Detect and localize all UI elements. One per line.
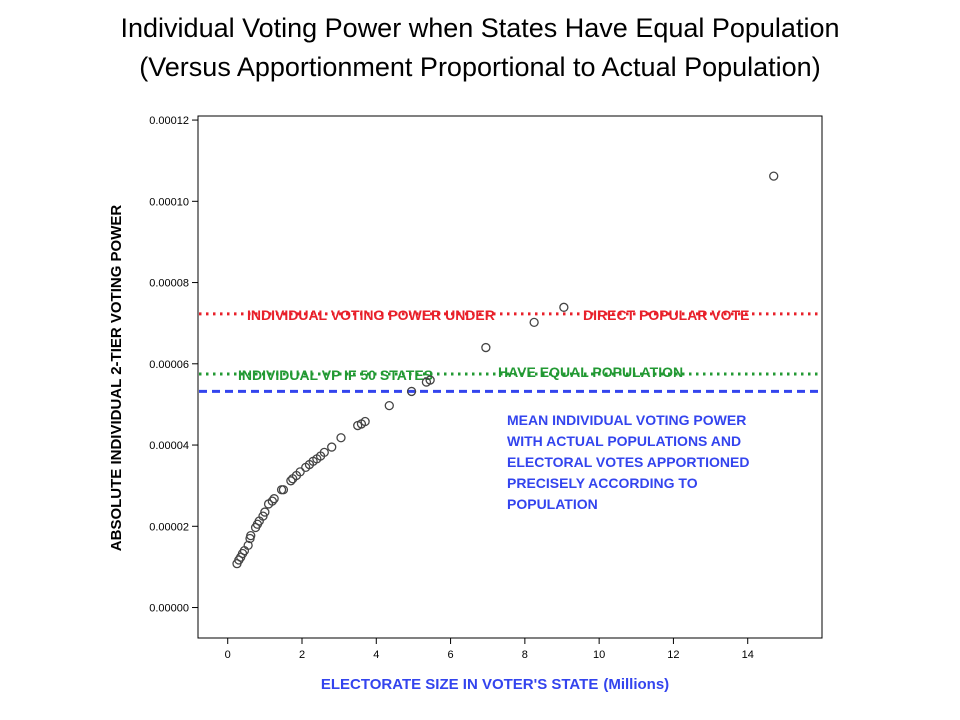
x-tick-label: 0 xyxy=(225,649,231,661)
x-tick-label: 10 xyxy=(593,649,605,661)
annotation-direct-line: DIRECT POPULAR VOTE xyxy=(583,307,749,323)
annotations: INDIVIDUAL VOTING POWER UNDER DIRECT POPU… xyxy=(238,307,749,512)
x-tick-label: 4 xyxy=(373,649,379,661)
x-tick-label: 12 xyxy=(667,649,679,661)
annotation-mean-line: PRECISELY ACCORDING TO xyxy=(507,475,698,491)
annotation-mean-line: WITH ACTUAL POPULATIONS AND xyxy=(507,433,741,449)
chart-title-line-1: Individual Voting Power when States Have… xyxy=(120,13,840,43)
annotation-direct-line: INDIVIDUAL VOTING POWER UNDER xyxy=(247,307,495,323)
y-tick-label: 0.00012 xyxy=(149,115,189,127)
data-point xyxy=(260,507,270,517)
data-point xyxy=(384,400,394,411)
data-point xyxy=(425,375,435,385)
data-point xyxy=(267,496,277,506)
data-point xyxy=(269,494,279,504)
data-point xyxy=(327,442,337,452)
data-point xyxy=(769,171,779,181)
y-axis-label: ABSOLUTE INDIVIDUAL 2-TIER VOTING POWER xyxy=(108,205,125,552)
annotation-equal-line: INDIVIDUAL VP IF 50 STATES xyxy=(238,367,433,383)
data-point xyxy=(336,433,346,443)
y-tick-label: 0.00002 xyxy=(149,521,189,533)
y-tick-label: 0.00010 xyxy=(149,196,189,208)
reference-lines xyxy=(199,312,821,393)
x-tick-label: 2 xyxy=(299,649,305,661)
data-point xyxy=(246,530,256,541)
x-tick-label: 8 xyxy=(522,649,528,661)
data-point xyxy=(295,467,305,477)
plot-area-frame xyxy=(197,115,823,639)
x-axis-label: ELECTORATE SIZE IN VOTER'S STATE xyxy=(321,676,598,693)
y-tick-label: 0.00006 xyxy=(149,359,189,371)
x-axis-ticks: 0 2 4 6 8 10 12 14 xyxy=(225,638,754,661)
y-tick-label: 0.00004 xyxy=(149,440,189,452)
data-point xyxy=(286,476,296,486)
annotation-mean-line: ELECTORAL VOTES APPORTIONED xyxy=(507,454,749,470)
y-axis-ticks: 0.00000 0.00002 0.00004 0.00006 0.00008 0.000… xyxy=(149,115,198,615)
data-point xyxy=(319,447,329,458)
x-tick-label: 14 xyxy=(742,649,754,661)
data-point xyxy=(559,302,569,312)
x-tick-label: 6 xyxy=(448,649,454,661)
annotation-mean-line: POPULATION xyxy=(507,496,598,512)
data-point xyxy=(406,386,417,397)
x-axis-label-group: ELECTORATE SIZE IN VOTER'S STATE (Million… xyxy=(321,676,669,693)
data-point xyxy=(481,342,491,353)
annotation-equal-line: HAVE EQUAL POPULATION xyxy=(498,364,683,380)
x-axis-label-units: (Millions) xyxy=(603,676,669,693)
annotation-mean-line: MEAN INDIVIDUAL VOTING POWER xyxy=(507,412,746,428)
data-point xyxy=(360,416,370,427)
y-tick-label: 0.00000 xyxy=(149,603,189,615)
data-point xyxy=(243,540,253,551)
data-point xyxy=(529,317,539,328)
y-tick-label: 0.00008 xyxy=(149,278,189,290)
data-point xyxy=(278,485,289,495)
chart-title-line-2: (Versus Apportionment Proportional to Ac… xyxy=(139,52,821,82)
data-points xyxy=(232,171,779,569)
